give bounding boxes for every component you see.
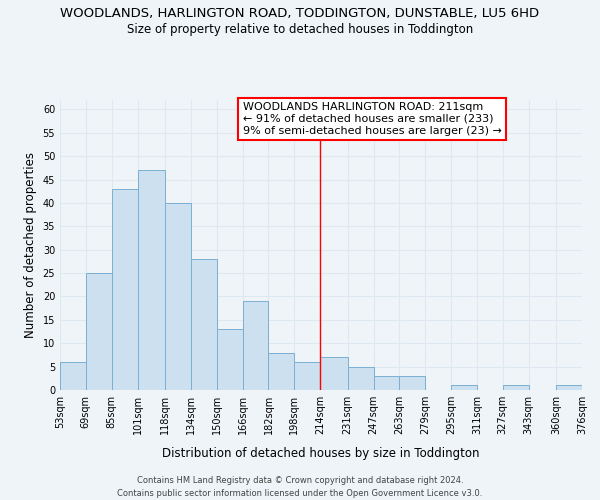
- Text: WOODLANDS HARLINGTON ROAD: 211sqm
← 91% of detached houses are smaller (233)
9% : WOODLANDS HARLINGTON ROAD: 211sqm ← 91% …: [242, 102, 502, 136]
- Bar: [400, 376, 425, 390]
- Bar: [347, 366, 374, 390]
- Bar: [137, 170, 165, 390]
- Text: Contains HM Land Registry data © Crown copyright and database right 2024.
Contai: Contains HM Land Registry data © Crown c…: [118, 476, 482, 498]
- Bar: [217, 329, 242, 390]
- Bar: [191, 259, 217, 390]
- Bar: [112, 189, 137, 390]
- Bar: [320, 358, 347, 390]
- Bar: [295, 362, 320, 390]
- Bar: [165, 203, 191, 390]
- Bar: [503, 386, 529, 390]
- Bar: [268, 352, 295, 390]
- Bar: [451, 386, 477, 390]
- Bar: [374, 376, 400, 390]
- Bar: [556, 386, 582, 390]
- Text: Distribution of detached houses by size in Toddington: Distribution of detached houses by size …: [162, 448, 480, 460]
- Text: WOODLANDS, HARLINGTON ROAD, TODDINGTON, DUNSTABLE, LU5 6HD: WOODLANDS, HARLINGTON ROAD, TODDINGTON, …: [61, 8, 539, 20]
- Bar: [242, 301, 268, 390]
- Bar: [60, 362, 86, 390]
- Text: Size of property relative to detached houses in Toddington: Size of property relative to detached ho…: [127, 22, 473, 36]
- Bar: [86, 273, 112, 390]
- Y-axis label: Number of detached properties: Number of detached properties: [24, 152, 37, 338]
